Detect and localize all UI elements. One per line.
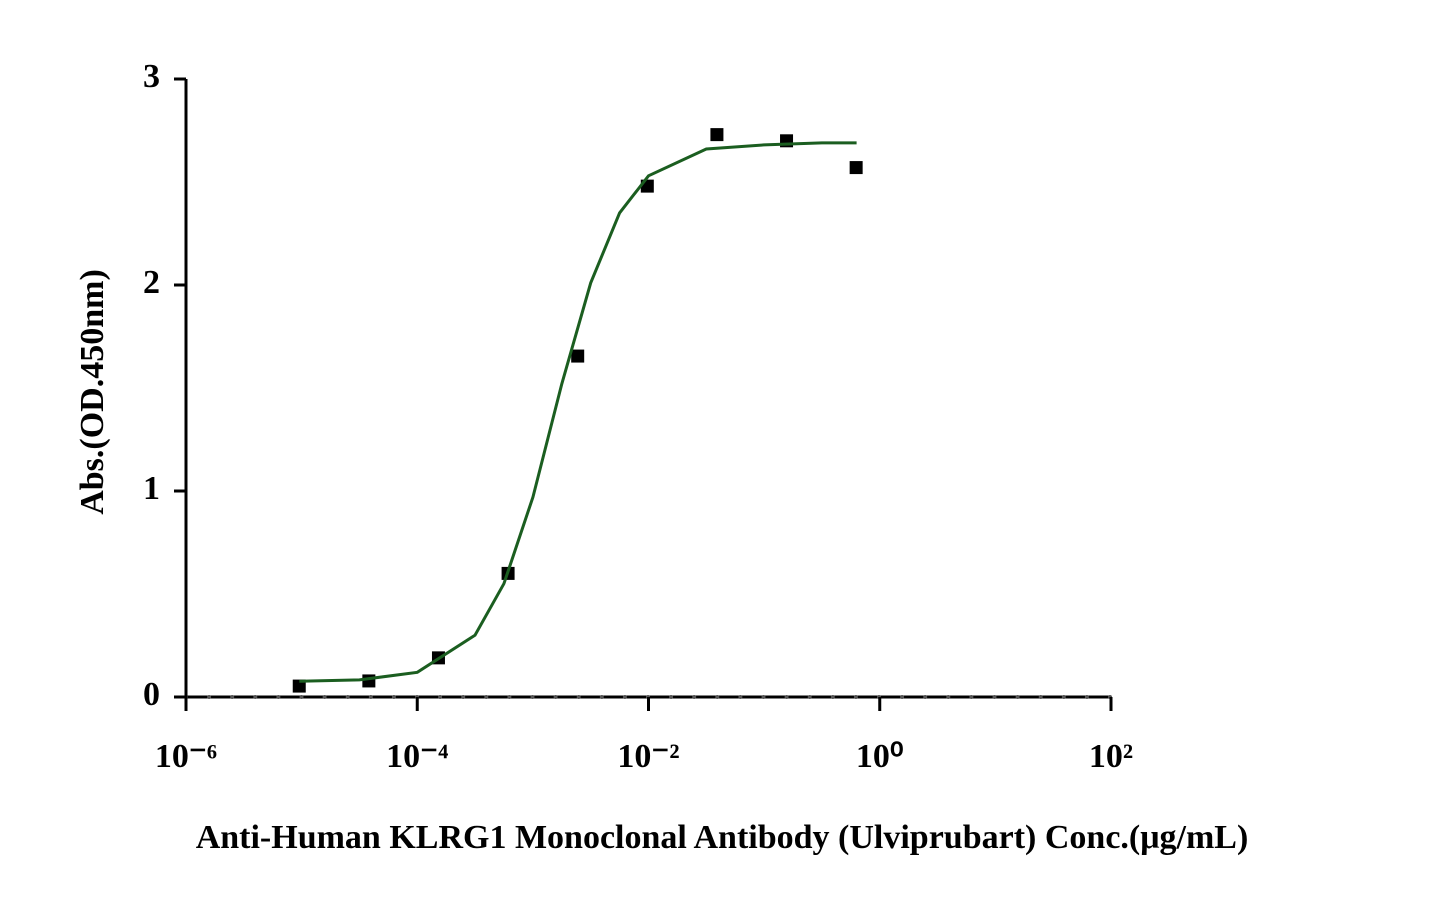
y-axis-label: Abs.(OD.450nm) (74, 269, 111, 515)
x-tick-label: 10⁻⁶ (155, 738, 217, 775)
x-tick-label: 10⁻⁴ (386, 738, 448, 775)
data-point (710, 128, 724, 142)
data-point (571, 349, 585, 363)
y-tick-label: 2 (143, 264, 160, 301)
x-tick-label: 10⁰ (856, 738, 904, 775)
y-tick-label: 3 (143, 58, 160, 95)
y-tick-label: 1 (143, 470, 160, 507)
data-point (362, 674, 376, 688)
x-axis-label: Anti-Human KLRG1 Monoclonal Antibody (Ul… (196, 819, 1249, 856)
x-tick-label: 10² (1089, 738, 1133, 775)
fit-curve (299, 141, 857, 683)
data-point (849, 161, 863, 175)
x-tick-label: 10⁻² (617, 738, 679, 775)
y-tick-label: 0 (143, 676, 160, 713)
data-point (292, 679, 306, 693)
